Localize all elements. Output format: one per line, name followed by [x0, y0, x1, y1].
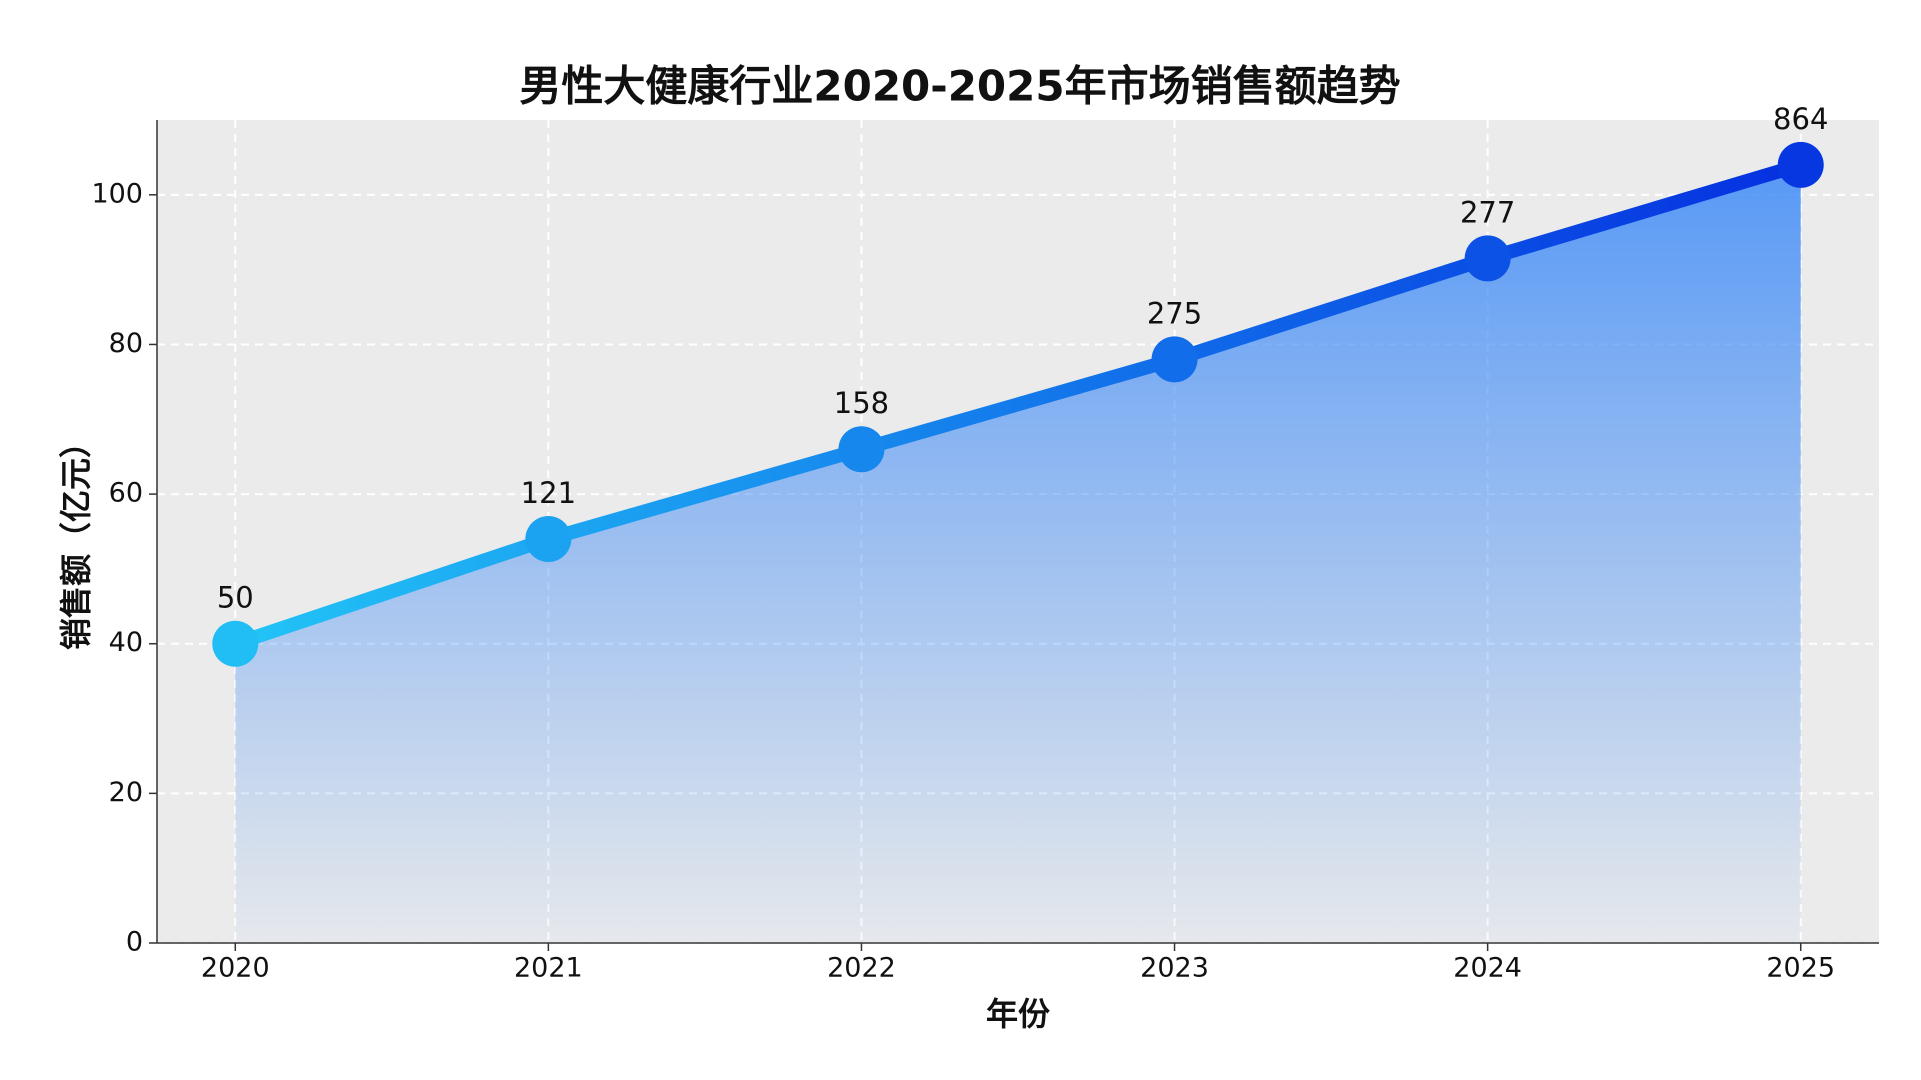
x-tick-label: 2024	[1453, 953, 1522, 984]
y-tick-label: 20	[109, 777, 143, 808]
point-label: 121	[521, 476, 576, 510]
point-label: 275	[1147, 296, 1202, 330]
line	[228, 157, 1808, 651]
y-tick-label: 0	[126, 927, 143, 958]
x-tick-label: 2021	[514, 953, 583, 984]
marker	[1464, 235, 1511, 282]
x-tick-label: 2022	[827, 953, 896, 984]
point-label: 864	[1773, 102, 1828, 136]
y-axis-label: 销售额（亿元）	[57, 426, 95, 650]
y-tick-label: 40	[109, 627, 143, 658]
y-tick-label: 80	[109, 328, 143, 359]
x-tick-label: 2020	[201, 953, 270, 984]
point-label: 50	[217, 581, 254, 615]
marker	[212, 620, 259, 667]
chart-title: 男性大健康行业2020-2025年市场销售额趋势	[519, 62, 1400, 111]
marker	[1151, 336, 1198, 383]
x-tick-label: 2025	[1766, 953, 1835, 984]
marker	[838, 426, 885, 473]
marker	[1777, 141, 1824, 188]
y-tick-label: 100	[91, 178, 143, 209]
x-tick-label: 2023	[1140, 953, 1209, 984]
marker	[525, 515, 572, 562]
point-label: 158	[834, 386, 889, 420]
point-label: 277	[1460, 195, 1515, 229]
y-tick-label: 60	[109, 478, 143, 509]
area	[235, 164, 1801, 943]
x-axis-label: 年份	[986, 995, 1050, 1033]
